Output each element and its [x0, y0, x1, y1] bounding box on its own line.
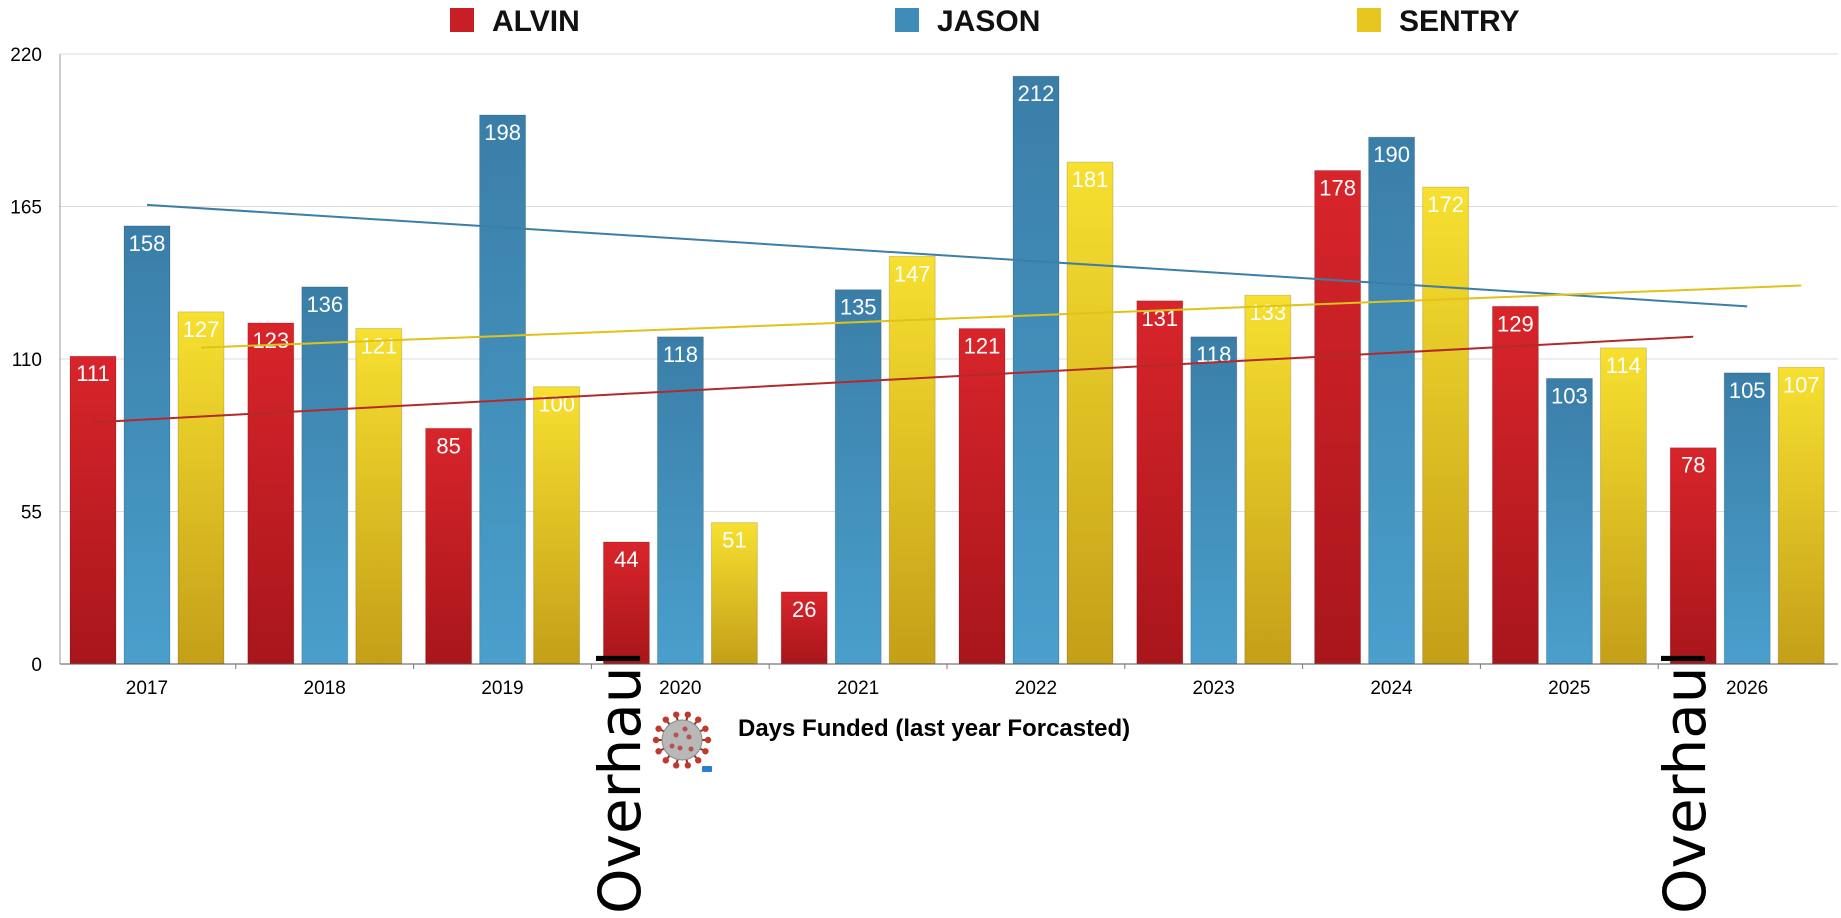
legend-label-jason: JASON — [937, 5, 1040, 38]
trendline-jason — [146, 203, 1748, 308]
data-label-jason-2017: 158 — [129, 231, 166, 256]
bar-alvin-2023 — [1136, 300, 1184, 665]
bar-jason-2026 — [1723, 372, 1771, 665]
data-label-alvin-2022: 121 — [964, 334, 1001, 359]
data-label-jason-2025: 103 — [1551, 383, 1588, 408]
y-tick-label: 0 — [31, 655, 42, 676]
bar-jason-2025 — [1545, 377, 1593, 665]
y-tick-label: 110 — [12, 350, 42, 371]
data-label-jason-2022: 212 — [1018, 81, 1055, 106]
bar-sentry-2018 — [355, 328, 403, 665]
bars: 111 158 127 123 136 121 85 198 100 44 118 51 26 135 14… — [69, 75, 1825, 665]
y-axis: 0 55 110 165 220 — [10, 45, 61, 676]
bar-alvin-2026 — [1669, 447, 1717, 665]
bar-jason-2024 — [1368, 136, 1416, 665]
data-label-alvin-2020: 44 — [614, 547, 638, 572]
bar-jason-2023 — [1190, 336, 1238, 665]
bar-sentry-2019 — [533, 386, 581, 665]
trendline-alvin — [92, 335, 1694, 424]
bar-jason-2021 — [834, 289, 882, 665]
data-label-sentry-2026: 107 — [1783, 372, 1820, 397]
legend-swatch-alvin — [450, 8, 474, 32]
trendlines — [92, 203, 1802, 424]
legend-swatch-jason — [895, 8, 919, 32]
x-tick-label: 2023 — [1193, 678, 1235, 699]
bar-jason-2017 — [123, 225, 171, 665]
data-label-jason-2019: 198 — [484, 120, 521, 145]
virus-icon — [652, 711, 712, 769]
bar-alvin-2018 — [247, 322, 295, 665]
bar-alvin-2019 — [425, 427, 473, 665]
data-label-sentry-2018: 121 — [360, 334, 397, 359]
trendline-sentry — [200, 284, 1802, 349]
bar-alvin-2020 — [602, 541, 650, 665]
data-label-sentry-2021: 147 — [894, 261, 931, 286]
bar-sentry-2023 — [1244, 294, 1292, 665]
x-tick-label: 2019 — [481, 678, 523, 699]
data-label-alvin-2017: 111 — [76, 361, 109, 386]
data-label-alvin-2019: 85 — [436, 433, 460, 458]
bar-sentry-2026 — [1777, 366, 1825, 665]
legend-swatch-sentry — [1357, 8, 1381, 32]
bar-sentry-2024 — [1422, 186, 1470, 665]
data-label-sentry-2023: 133 — [1249, 300, 1286, 325]
bar-alvin-2024 — [1314, 169, 1362, 665]
x-axis: 2017 2018 2019 2020 2021 2022 2023 2024 2025 2026 — [60, 663, 1838, 699]
data-label-jason-2026: 105 — [1729, 378, 1766, 403]
legend-label-alvin: ALVIN — [492, 5, 580, 38]
y-tick-label: 165 — [10, 198, 42, 219]
bar-alvin-2021 — [780, 591, 828, 665]
legend-label-sentry: SENTRY — [1399, 5, 1520, 38]
x-tick-label: 2018 — [304, 678, 346, 699]
bar-sentry-2025 — [1599, 347, 1647, 665]
y-tick-label: 55 — [21, 503, 42, 524]
data-label-sentry-2024: 172 — [1427, 192, 1464, 217]
data-label-alvin-2024: 178 — [1319, 175, 1356, 200]
data-label-jason-2020: 118 — [663, 342, 698, 367]
bar-sentry-2020 — [710, 522, 758, 665]
data-label-alvin-2018: 123 — [252, 328, 289, 353]
data-label-sentry-2022: 181 — [1072, 167, 1109, 192]
data-label-alvin-2026: 78 — [1681, 453, 1705, 478]
y-tick-label: 220 — [10, 45, 42, 66]
x-tick-label: 2021 — [837, 678, 879, 699]
data-label-sentry-2025: 114 — [1606, 353, 1641, 378]
small-badge-icon — [702, 766, 712, 772]
x-tick-label: 2017 — [126, 678, 168, 699]
x-tick-label: 2025 — [1548, 678, 1590, 699]
x-axis-title: Days Funded (last year Forcasted) — [738, 715, 1130, 742]
data-label-alvin-2025: 129 — [1497, 311, 1534, 336]
legend: ALVIN JASON SENTRY — [450, 5, 1520, 38]
x-tick-label: 2022 — [1015, 678, 1057, 699]
bar-alvin-2025 — [1491, 305, 1539, 665]
bar-sentry-2022 — [1066, 161, 1114, 665]
bar-sentry-2017 — [177, 311, 225, 665]
bar-alvin-2022 — [958, 328, 1006, 665]
data-label-sentry-2020: 51 — [722, 528, 746, 553]
x-tick-label: 2024 — [1370, 678, 1413, 699]
overhaul-annotation: Overhaul — [1651, 650, 1719, 914]
x-tick-label: 2026 — [1726, 678, 1768, 699]
annotations: Overhaul Overhaul — [586, 650, 1719, 914]
data-label-sentry-2017: 127 — [183, 317, 220, 342]
data-label-jason-2021: 135 — [840, 295, 877, 320]
bar-jason-2020 — [656, 336, 704, 665]
overhaul-annotation: Overhaul — [586, 650, 654, 914]
bar-sentry-2021 — [888, 255, 936, 665]
bar-alvin-2017 — [69, 355, 117, 665]
x-tick-label: 2020 — [659, 678, 701, 699]
bar-jason-2019 — [479, 114, 527, 665]
data-label-jason-2024: 190 — [1373, 142, 1410, 167]
data-label-alvin-2021: 26 — [792, 597, 816, 622]
data-label-sentry-2019: 100 — [538, 392, 575, 417]
data-label-jason-2018: 136 — [306, 292, 343, 317]
